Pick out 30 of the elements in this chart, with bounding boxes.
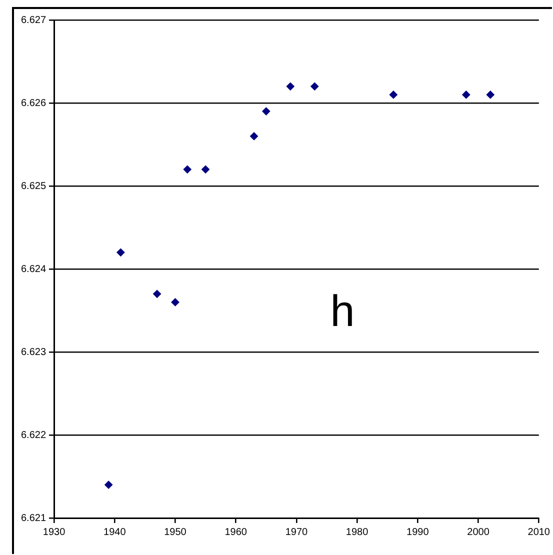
y-tick-label: 6.627 <box>20 14 46 26</box>
point <box>183 165 192 174</box>
point <box>462 90 470 99</box>
x-tick-label: 1950 <box>164 526 187 538</box>
y-tick-label: 6.626 <box>20 98 46 109</box>
y-tick-label: 6.621 <box>20 512 46 524</box>
point <box>310 82 319 90</box>
y-tick-label: 6.624 <box>20 264 46 275</box>
x-tick-label: 1960 <box>224 526 248 538</box>
point <box>171 298 180 306</box>
point <box>262 107 270 116</box>
x-tick-label: 1930 <box>42 526 66 538</box>
point <box>250 132 258 140</box>
y-tick-label: 6.625 <box>20 180 46 192</box>
point <box>486 90 494 99</box>
point <box>202 165 210 174</box>
point <box>153 290 162 298</box>
annotation: h <box>330 286 355 336</box>
x-tick-label: 1970 <box>285 526 308 538</box>
x-tick-label: 2000 <box>467 526 490 538</box>
x-tick-label: 1990 <box>406 526 430 538</box>
point <box>104 480 113 489</box>
x-tick-label: 1940 <box>104 526 126 538</box>
y-tick-label: 6.622 <box>20 430 46 441</box>
point <box>286 82 294 90</box>
y-tick-label: 6.623 <box>20 346 46 358</box>
x-tick-label: 1980 <box>346 526 369 538</box>
point <box>116 248 125 256</box>
x-tick-label: 2010 <box>528 526 550 538</box>
point <box>389 90 398 99</box>
